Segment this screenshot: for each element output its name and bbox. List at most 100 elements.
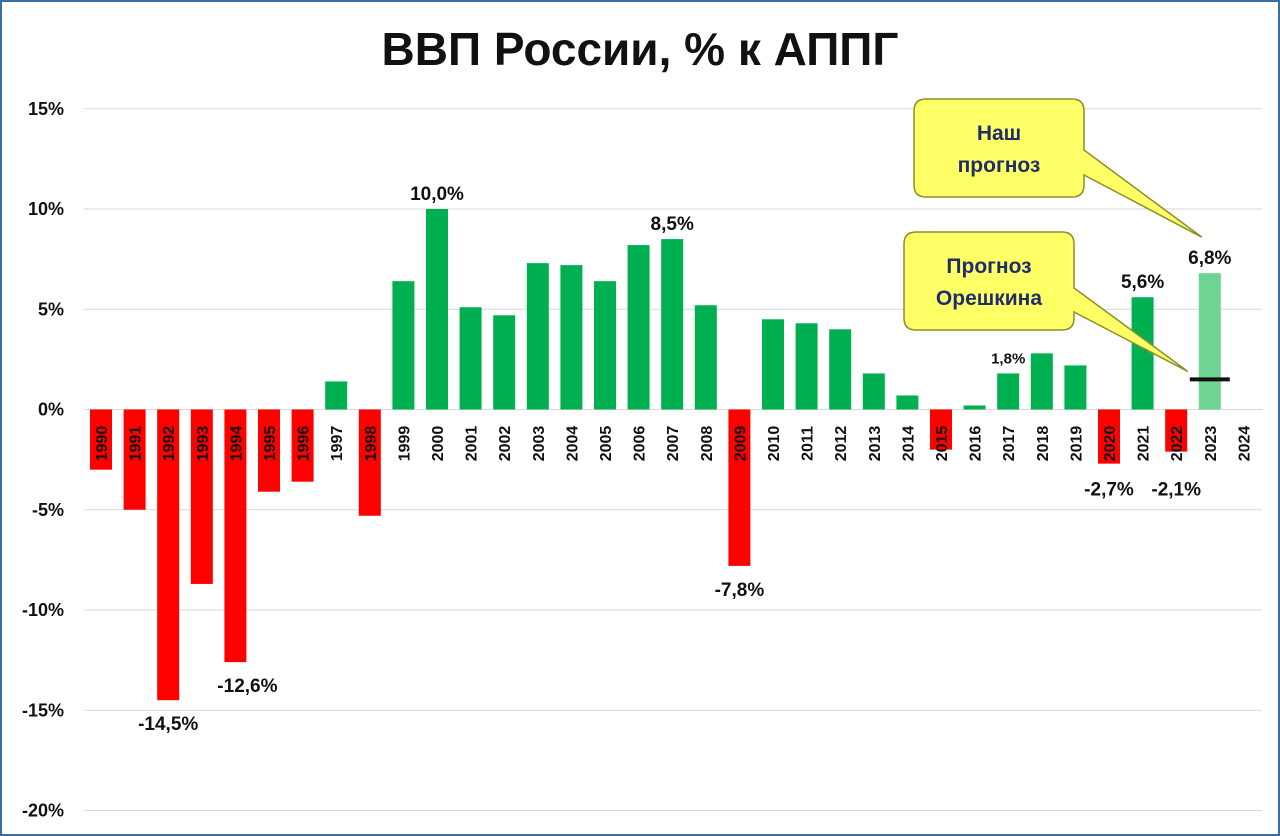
bars [90,209,1230,701]
category-label-2024: 2024 [1236,426,1253,462]
bar-2003 [526,263,549,410]
value-labels: -14,5% -12,6% 10,0% 8,5% -7,8% 1,8% -2,7% 5,6% -… [138,184,1231,735]
bar-2017 [997,373,1020,410]
bar-2002 [493,315,516,410]
bar-1996 [291,409,314,482]
y-tick-label: -15% [22,700,64,720]
category-label-2018: 2018 [1035,426,1052,462]
category-label-2001: 2001 [464,426,481,462]
y-tick-label: 5% [38,299,64,319]
callout-our-forecast-line: прогноз [958,154,1041,177]
bar-1992 [157,409,180,701]
category-label-1993: 1993 [195,426,212,462]
callout-our-forecast-box [913,98,1203,238]
category-label-2005: 2005 [598,426,615,462]
bar-2000 [426,209,448,410]
bar-1995 [258,409,280,492]
data-label-2020: -2,7% [1084,480,1134,501]
category-label-2016: 2016 [968,426,985,462]
bar-2011 [795,323,818,410]
category-label-2013: 2013 [867,426,884,462]
category-label-1994: 1994 [228,426,245,462]
category-label-2007: 2007 [665,426,682,462]
category-label-2011: 2011 [800,426,817,461]
category-labels: 1990 1991 1992 1993 1994 1995 1996 1997 1998 1999… [94,426,1253,462]
bar-1990 [90,409,112,470]
callouts: Наш прогноз Прогноз Орешкина [903,98,1203,373]
category-label-2022: 2022 [1169,426,1186,462]
y-tick-label: 15% [28,99,64,119]
category-label-2015: 2015 [934,426,951,462]
category-label-2014: 2014 [900,426,917,462]
bar-2006 [627,245,650,410]
bar-1993 [190,409,213,584]
category-label-2021: 2021 [1136,426,1153,462]
bar-2020 [1098,409,1120,464]
y-tick-label: -10% [22,600,64,620]
bar-1998 [358,409,381,516]
bar-1997 [325,381,348,410]
y-tick-label: -5% [32,500,64,520]
y-tick-label: -20% [22,801,64,821]
bar-2015 [930,409,952,450]
callout-oreshkin-forecast-box [903,231,1189,373]
bar-2007 [661,239,684,410]
y-tick-label: 0% [38,400,64,420]
category-label-2020: 2020 [1102,426,1119,462]
category-label-2008: 2008 [699,426,716,462]
category-label-1998: 1998 [363,426,380,462]
bar-2012 [829,329,852,410]
bar-2009 [728,409,751,566]
category-label-2004: 2004 [564,426,581,462]
category-label-1996: 1996 [296,426,313,462]
category-label-1992: 1992 [161,426,178,462]
category-label-2010: 2010 [766,426,783,462]
category-label-1991: 1991 [128,426,145,462]
callout-oreshkin-forecast-line: Орешкина [936,287,1042,310]
bar-2001 [459,307,482,410]
bar-2013 [862,373,885,410]
category-label-2000: 2000 [430,426,447,462]
data-label-2023: 6,8% [1188,248,1231,269]
category-label-2023: 2023 [1203,426,1220,462]
y-axis-ticks: 15% 10% 5% 0% -5% -10% -15% -20% [22,99,64,821]
data-label-2007: 8,5% [651,214,694,235]
bar-2008 [694,305,717,410]
category-label-1995: 1995 [262,426,279,462]
bar-2019 [1064,365,1087,410]
bar-2014 [896,395,919,410]
data-label-2000: 10,0% [410,184,464,205]
bar-2004 [560,265,583,410]
data-label-2009: -7,8% [715,580,765,601]
category-label-1997: 1997 [329,426,346,462]
data-label-1992: -14,5% [138,714,198,735]
bar-2005 [594,281,616,410]
category-label-2002: 2002 [497,426,514,462]
bar-2023 [1198,273,1221,410]
category-label-1990: 1990 [94,426,111,462]
category-label-2009: 2009 [732,426,749,462]
bar-1999 [392,281,415,410]
callout-oreshkin-forecast-line: Прогноз [946,255,1031,278]
bar-2010 [762,319,784,410]
data-label-2017: 1,8% [991,350,1025,367]
bar-2022 [1165,409,1188,452]
data-label-2022: -2,1% [1151,480,1201,501]
category-label-2019: 2019 [1068,426,1085,462]
category-label-2012: 2012 [833,426,850,462]
chart-title: ВВП России, % к АППГ [381,23,899,75]
category-label-2006: 2006 [632,426,649,462]
bar-2018 [1030,353,1053,410]
bar-2016 [963,405,986,410]
category-label-2003: 2003 [531,426,548,462]
callout-our-forecast-line: Наш [977,122,1021,145]
y-tick-label: 10% [28,199,64,219]
category-label-2017: 2017 [1001,426,1018,462]
bar-1991 [123,409,146,510]
bar-1994 [224,409,247,663]
bar-2021 [1131,297,1154,410]
category-label-1999: 1999 [396,426,413,462]
data-label-1994: -12,6% [217,676,277,697]
data-label-2021: 5,6% [1121,272,1164,293]
